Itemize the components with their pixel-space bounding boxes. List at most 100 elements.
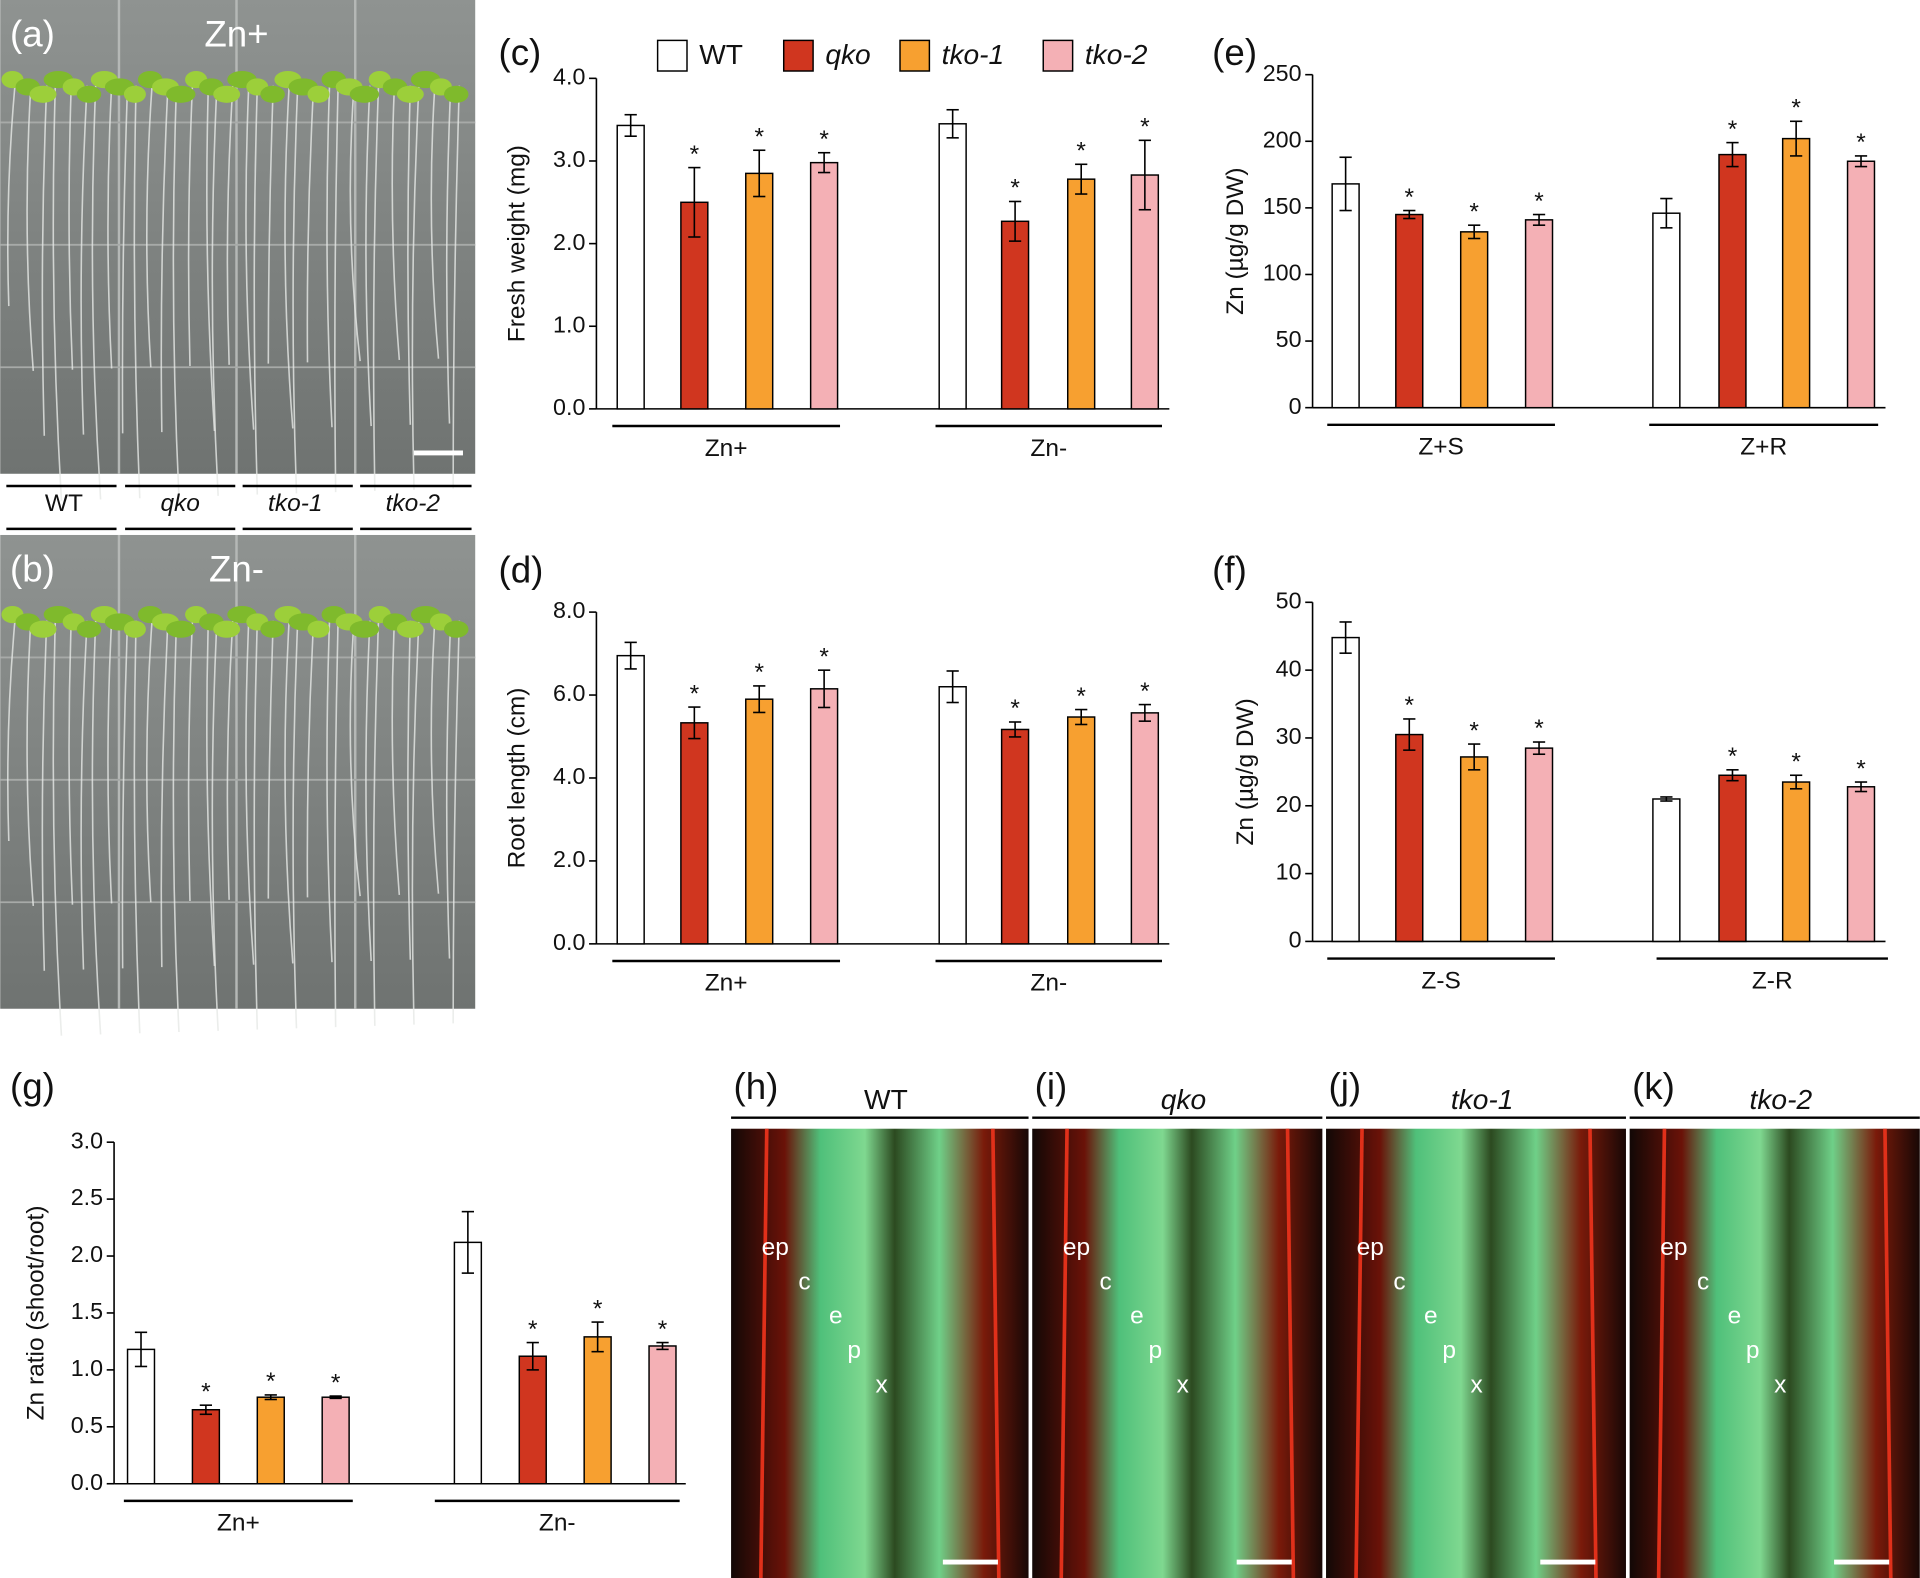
error-bar [1660, 796, 1673, 802]
error-bar [591, 1321, 604, 1353]
significance-mark: * [1856, 755, 1866, 782]
error-bar [1339, 621, 1352, 654]
leaf [260, 620, 285, 638]
root [334, 85, 339, 493]
bar [809, 161, 839, 410]
root [452, 85, 461, 489]
panel-label: (b) [10, 548, 55, 589]
panel-label: (k) [1632, 1066, 1675, 1107]
error-bar [1138, 139, 1151, 211]
error-bar [1532, 741, 1546, 756]
panel-title: Zn+ [204, 13, 268, 54]
cell-wall [1059, 1128, 1069, 1578]
y-tick-label: 0.5 [71, 1412, 103, 1438]
bar [518, 1355, 547, 1485]
significance-mark: * [1405, 184, 1415, 211]
bar [1846, 786, 1876, 943]
legend-swatch [1042, 39, 1074, 72]
genotype-label: tko-2 [386, 490, 441, 517]
root [172, 85, 180, 498]
plate-photo: (a) Zn+ [0, 0, 476, 501]
y-tick-label: 40 [1276, 655, 1302, 681]
panel-title: tko-1 [1451, 1084, 1514, 1115]
root [445, 620, 452, 959]
error-bar [624, 641, 637, 670]
y-tick-label: 200 [1263, 126, 1302, 152]
error-bar [1339, 156, 1352, 212]
bar [745, 698, 774, 945]
legend-swatch [899, 39, 931, 72]
bar [1066, 178, 1096, 410]
root [160, 620, 169, 968]
bar [1652, 798, 1681, 943]
root [91, 620, 102, 1035]
root [6, 620, 16, 842]
panel-label: (g) [10, 1066, 55, 1107]
error-bar [753, 685, 766, 714]
y-tick-label: 2.0 [553, 846, 585, 872]
image [1629, 1128, 1920, 1578]
group-label: Zn- [1030, 435, 1067, 462]
tissue-label: ep [1063, 1234, 1090, 1261]
leaf [307, 620, 330, 638]
root [349, 620, 361, 897]
bar-chart: (e) Zn (µg/g DW) 0 50 100 150 200 250 Z+S Z+R * * * *… [1212, 32, 1886, 461]
y-axis-label: Fresh weight (mg) [504, 145, 531, 342]
bar [809, 688, 839, 945]
error-bar [264, 1394, 277, 1401]
root [211, 85, 219, 496]
bar [1395, 733, 1424, 943]
panel-title: Zn- [209, 548, 264, 589]
tissue-label: x [876, 1371, 888, 1398]
root [146, 620, 153, 903]
bar [321, 1396, 350, 1485]
root [326, 85, 333, 428]
root [121, 85, 129, 434]
error-bar [1468, 224, 1481, 240]
panel-label: (i) [1035, 1066, 1068, 1107]
y-tick-label: 4.0 [553, 63, 585, 89]
root [284, 85, 294, 429]
error-bar [1075, 163, 1088, 195]
leaf [443, 85, 469, 103]
cell-wall [1883, 1128, 1893, 1578]
root [253, 85, 259, 495]
root [267, 620, 275, 899]
root [452, 620, 461, 1024]
bar [680, 722, 709, 945]
y-tick-label: 4.0 [553, 763, 585, 789]
error-bar [1854, 781, 1868, 793]
cell-wall [991, 1128, 1001, 1578]
significance-mark: * [1791, 95, 1801, 122]
bar-chart: (d) Root length (cm) 0.0 2.0 4.0 6.0 8.0 Zn+ Zn-… [498, 550, 1170, 997]
leaf [213, 85, 241, 103]
group-label: Zn- [539, 1510, 576, 1537]
root [365, 620, 372, 962]
root [160, 85, 169, 433]
error-bar [817, 151, 831, 174]
root [26, 85, 35, 371]
cell-wall [1285, 1128, 1296, 1578]
tissue-label: e [1728, 1303, 1742, 1330]
genotype-label: WT [45, 490, 83, 517]
bar-chart: (c) Fresh weight (mg) 0.0 1.0 2.0 3.0 4.0 Zn+ Zn… [498, 32, 1170, 462]
error-bar [1403, 209, 1416, 220]
panel-label: (f) [1212, 550, 1247, 591]
leaf [76, 620, 102, 638]
y-tick-label: 0 [1289, 927, 1302, 953]
root [172, 620, 180, 1033]
error-bar [1008, 721, 1022, 738]
y-axis-label: Zn (µg/g DW) [1232, 698, 1259, 845]
tissue-label: c [1393, 1268, 1405, 1295]
panel-label: (d) [498, 550, 543, 591]
error-bar [1468, 743, 1481, 771]
significance-mark: * [754, 659, 764, 686]
root [107, 85, 113, 369]
error-bar [1854, 155, 1868, 168]
bar [256, 1396, 285, 1485]
significance-mark: * [1076, 138, 1086, 165]
image [1326, 1128, 1626, 1578]
y-tick-label: 20 [1276, 791, 1302, 817]
bar [1652, 212, 1681, 409]
